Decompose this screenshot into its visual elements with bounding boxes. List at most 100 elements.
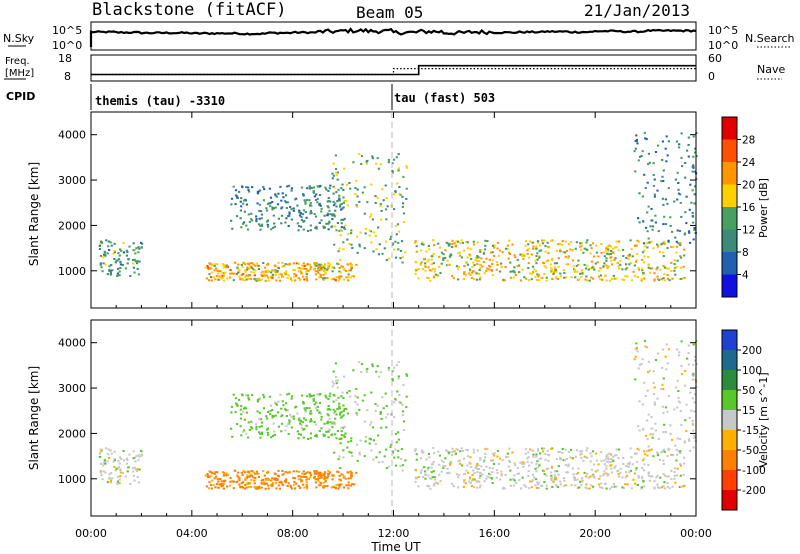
power-colorbar-swatch: [722, 117, 737, 140]
range-cell: [342, 456, 345, 459]
range-cell: [225, 266, 228, 269]
range-cell: [290, 279, 293, 282]
range-cell: [281, 265, 284, 268]
range-cell: [331, 214, 334, 217]
range-cell: [140, 454, 143, 457]
range-cell: [287, 274, 290, 277]
range-cell: [280, 422, 284, 425]
range-cell: [693, 435, 696, 437]
range-cell: [329, 408, 332, 411]
range-cell: [248, 398, 251, 401]
range-cell: [340, 222, 343, 225]
range-cell: [290, 397, 293, 400]
range-cell: [348, 182, 351, 184]
range-cell: [319, 482, 323, 485]
range-cell: [358, 245, 361, 248]
range-cell: [605, 455, 608, 458]
range-cell: [514, 274, 517, 276]
range-cell: [340, 473, 343, 476]
range-cell: [292, 476, 295, 479]
range-cell: [534, 259, 537, 262]
range-cell: [339, 271, 342, 274]
range-cell: [302, 193, 305, 196]
range-cell: [609, 256, 612, 259]
range-cell: [217, 486, 220, 489]
range-cell: [132, 266, 135, 269]
range-cell: [205, 277, 208, 280]
range-cell: [271, 484, 274, 487]
range-cell: [550, 239, 553, 242]
range-cell: [617, 457, 620, 460]
range-cell: [391, 243, 394, 246]
range-cell: [420, 451, 424, 454]
range-cell: [338, 485, 341, 488]
range-cell: [457, 486, 460, 489]
range-cell: [232, 279, 235, 282]
range-cell: [662, 463, 665, 465]
power-colorbar-tick-label: 4: [742, 270, 749, 282]
range-cell: [383, 247, 386, 250]
range-cell: [302, 470, 305, 473]
range-cell: [342, 397, 345, 399]
range-cell: [626, 266, 629, 269]
range-cell: [256, 398, 259, 401]
range-cell: [538, 457, 541, 460]
range-cell: [643, 173, 646, 176]
range-cell: [653, 480, 656, 483]
range-cell: [382, 407, 385, 410]
range-cell: [535, 262, 538, 265]
range-cell: [125, 249, 128, 252]
range-cell: [650, 240, 653, 243]
range-cell: [676, 406, 679, 409]
range-cell: [327, 475, 330, 478]
range-cell: [653, 193, 656, 196]
range-cell: [345, 407, 348, 410]
range-cell: [547, 245, 550, 248]
range-cell: [280, 272, 283, 275]
range-cell: [302, 275, 305, 278]
range-cell: [493, 244, 496, 247]
range-cell: [397, 167, 400, 170]
range-cell: [229, 269, 232, 271]
range-cell: [266, 269, 269, 272]
range-cell: [391, 450, 394, 453]
range-cell: [333, 451, 336, 454]
range-cell: [248, 267, 251, 270]
range-cell: [585, 483, 588, 486]
range-cell: [387, 158, 390, 161]
range-cell: [555, 250, 558, 252]
range-cell: [335, 437, 338, 440]
range-cell: [331, 385, 334, 388]
range-cell: [431, 476, 434, 479]
range-cell: [680, 132, 683, 135]
range-cell: [605, 465, 608, 468]
range-cell: [687, 352, 690, 354]
range-cell: [255, 470, 258, 473]
range-cell: [646, 454, 649, 457]
range-cell: [293, 269, 297, 272]
range-cell: [225, 474, 228, 477]
range-cell: [115, 467, 118, 470]
range-cell: [503, 279, 506, 282]
range-cell: [535, 478, 538, 481]
range-cell: [573, 477, 577, 479]
range-cell: [671, 485, 674, 488]
range-cell: [300, 427, 303, 429]
range-cell: [439, 480, 442, 482]
range-cell: [340, 265, 343, 268]
range-cell: [667, 447, 670, 450]
range-cell: [270, 275, 273, 278]
range-cell: [569, 456, 572, 459]
range-cell: [485, 465, 488, 468]
range-cell: [343, 200, 346, 202]
range-cell: [302, 262, 305, 265]
range-cell: [389, 443, 393, 446]
range-cell: [394, 464, 398, 467]
range-cell: [253, 479, 256, 482]
range-cell: [103, 459, 107, 462]
range-cell: [343, 436, 346, 438]
range-cell: [281, 414, 284, 417]
range-cell: [310, 394, 313, 397]
range-cell: [415, 458, 418, 461]
range-cell: [313, 213, 316, 215]
